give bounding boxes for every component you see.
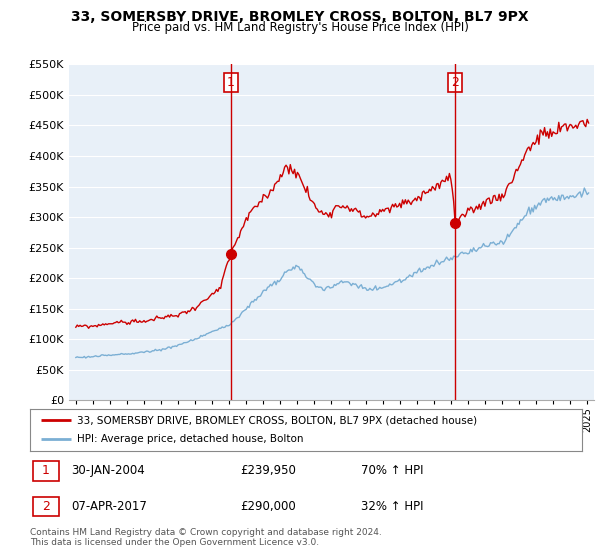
Text: 32% ↑ HPI: 32% ↑ HPI	[361, 500, 424, 513]
Text: Price paid vs. HM Land Registry's House Price Index (HPI): Price paid vs. HM Land Registry's House …	[131, 21, 469, 34]
Text: 2: 2	[451, 76, 460, 89]
Text: 07-APR-2017: 07-APR-2017	[71, 500, 147, 513]
Text: 1: 1	[42, 464, 50, 478]
FancyBboxPatch shape	[33, 461, 59, 480]
Text: 70% ↑ HPI: 70% ↑ HPI	[361, 464, 424, 478]
Text: 33, SOMERSBY DRIVE, BROMLEY CROSS, BOLTON, BL7 9PX (detached house): 33, SOMERSBY DRIVE, BROMLEY CROSS, BOLTO…	[77, 415, 477, 425]
Text: HPI: Average price, detached house, Bolton: HPI: Average price, detached house, Bolt…	[77, 435, 304, 445]
FancyBboxPatch shape	[33, 497, 59, 516]
Text: £239,950: £239,950	[240, 464, 296, 478]
Text: 30-JAN-2004: 30-JAN-2004	[71, 464, 145, 478]
Text: £290,000: £290,000	[240, 500, 296, 513]
Text: 2: 2	[42, 500, 50, 513]
Text: Contains HM Land Registry data © Crown copyright and database right 2024.
This d: Contains HM Land Registry data © Crown c…	[30, 528, 382, 547]
Text: 1: 1	[227, 76, 235, 89]
Text: 33, SOMERSBY DRIVE, BROMLEY CROSS, BOLTON, BL7 9PX: 33, SOMERSBY DRIVE, BROMLEY CROSS, BOLTO…	[71, 10, 529, 24]
